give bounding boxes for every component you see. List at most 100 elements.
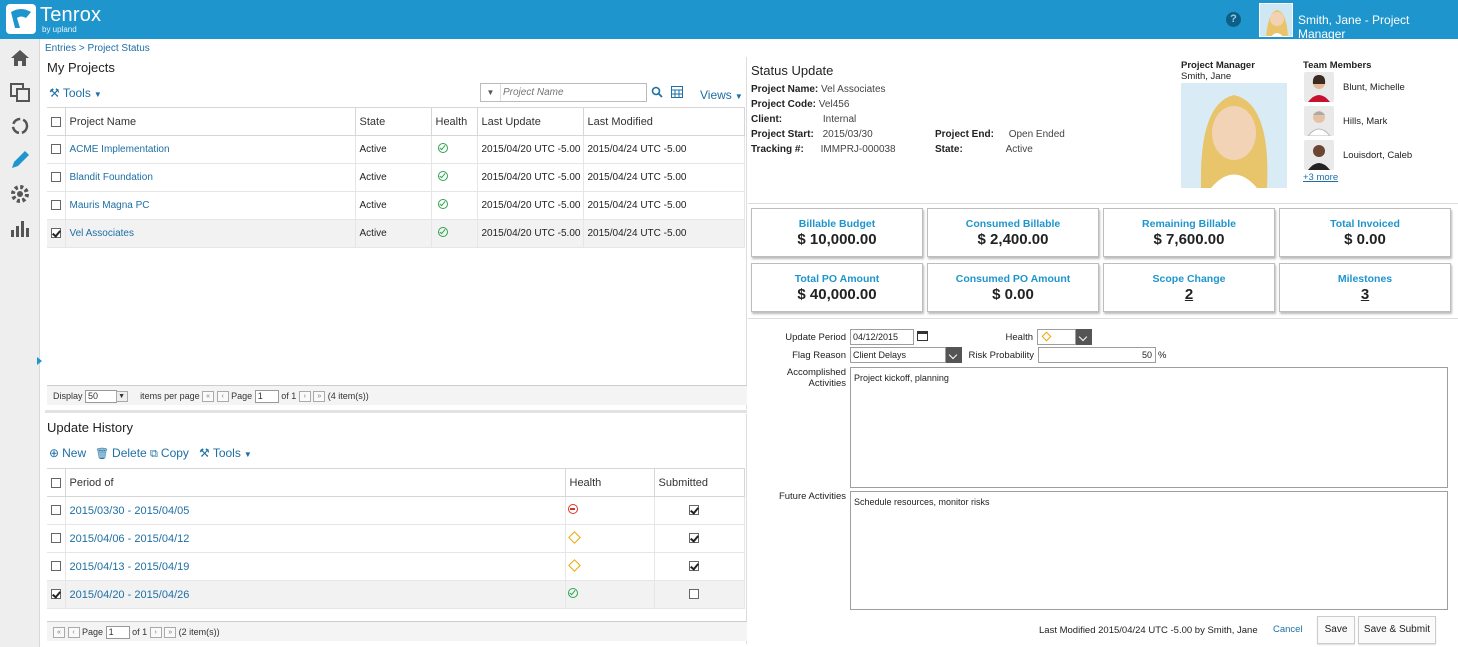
column-header-period-of[interactable]: Period of	[65, 468, 566, 497]
metric-scope-change[interactable]: Scope Change 2	[1103, 263, 1275, 312]
per-page-dropdown-icon[interactable]: ▼	[115, 391, 128, 402]
project-name-search-input[interactable]	[503, 85, 643, 100]
next-page-icon[interactable]: ›	[149, 627, 162, 638]
row-checkbox[interactable]	[51, 172, 61, 183]
table-row[interactable]: 2015/04/06 - 2015/04/12	[47, 524, 745, 553]
column-header-last-update[interactable]: Last Update	[477, 107, 584, 136]
metric-value-link[interactable]: 3	[1360, 286, 1370, 303]
period-link[interactable]: 2015/04/13 - 2015/04/19	[69, 560, 190, 573]
history-tools-menu[interactable]: ⚒ Tools ▼	[199, 446, 252, 460]
row-checkbox-cell[interactable]	[47, 219, 66, 248]
help-icon[interactable]: ?	[1226, 12, 1241, 27]
table-row[interactable]: 2015/04/13 - 2015/04/19	[47, 552, 745, 581]
select-all-checkbox[interactable]	[51, 477, 61, 488]
save-button[interactable]: Save	[1317, 616, 1355, 644]
accomplished-activities-textarea[interactable]: Project kickoff, planning	[850, 367, 1448, 488]
per-page-select[interactable]: 50	[85, 390, 118, 403]
row-checkbox-checked[interactable]	[51, 589, 61, 600]
row-checkbox[interactable]	[51, 505, 61, 516]
column-header-last-modified[interactable]: Last Modified	[583, 107, 745, 136]
risk-probability-input[interactable]: 50	[1038, 347, 1156, 363]
project-link[interactable]: Vel Associates	[69, 228, 134, 239]
calendar-grid-icon[interactable]	[671, 86, 683, 98]
row-checkbox[interactable]	[51, 561, 61, 572]
gear-icon[interactable]	[9, 183, 31, 205]
period-link[interactable]: 2015/03/30 - 2015/04/05	[69, 504, 190, 517]
row-checkbox[interactable]	[51, 200, 61, 211]
more-team-members-link[interactable]: +3 more	[1303, 172, 1339, 183]
prev-page-icon[interactable]: ‹	[216, 391, 229, 402]
table-row[interactable]: 2015/03/30 - 2015/04/05	[47, 496, 745, 525]
column-header-health[interactable]: Health	[431, 107, 478, 136]
health-dropdown-icon[interactable]	[1076, 329, 1092, 345]
first-page-icon[interactable]: «	[53, 627, 65, 638]
metric-value-link[interactable]: 2	[1184, 286, 1194, 303]
row-checkbox-cell[interactable]	[47, 191, 66, 220]
tracking-value: IMMPRJ-000038	[820, 144, 896, 155]
table-row[interactable]: ACME Implementation Active 2015/04/20 UT…	[47, 135, 745, 164]
metric-milestones[interactable]: Milestones 3	[1279, 263, 1451, 312]
bar-chart-icon[interactable]	[9, 217, 31, 239]
flag-reason-dropdown-icon[interactable]	[946, 347, 962, 363]
copy-icon[interactable]	[9, 81, 31, 103]
column-header-state[interactable]: State	[355, 107, 432, 136]
column-header-project-name[interactable]: Project Name	[65, 107, 356, 136]
row-checkbox-cell[interactable]	[47, 580, 66, 609]
update-period-input[interactable]: 04/12/2015	[850, 329, 914, 345]
search-icon[interactable]	[651, 86, 663, 98]
search-filter-dropdown[interactable]: ▼	[481, 84, 501, 101]
row-checkbox-cell[interactable]	[47, 163, 66, 192]
row-checkbox-cell[interactable]	[47, 135, 66, 164]
last-page-icon[interactable]: »	[164, 627, 177, 638]
project-link[interactable]: Blandit Foundation	[69, 172, 153, 183]
select-all-checkbox-cell[interactable]	[47, 107, 66, 136]
table-row-selected[interactable]: 2015/04/20 - 2015/04/26	[47, 580, 745, 609]
home-icon[interactable]	[9, 47, 31, 69]
team-member-name[interactable]: Louisdort, Caleb	[1343, 150, 1413, 161]
health-select[interactable]	[1037, 329, 1076, 345]
prev-page-icon[interactable]: ‹	[67, 627, 80, 638]
last-page-icon[interactable]: »	[313, 391, 326, 402]
future-activities-textarea[interactable]: Schedule resources, monitor risks	[850, 491, 1448, 610]
user-avatar[interactable]	[1259, 3, 1293, 37]
team-member-name[interactable]: Blunt, Michelle	[1343, 82, 1405, 93]
calendar-icon[interactable]	[917, 330, 928, 341]
project-link[interactable]: ACME Implementation	[69, 144, 170, 155]
breadcrumb[interactable]: Entries > Project Status	[45, 43, 150, 54]
first-page-icon[interactable]: «	[202, 391, 215, 402]
page-input[interactable]: 1	[105, 626, 130, 639]
user-menu[interactable]: Smith, Jane - Project Manager	[1298, 13, 1410, 41]
delete-button[interactable]: 🗑 Delete	[95, 446, 147, 460]
row-checkbox-cell[interactable]	[47, 496, 66, 525]
page-input[interactable]: 1	[254, 390, 279, 403]
row-checkbox-cell[interactable]	[47, 552, 66, 581]
save-and-submit-button[interactable]: Save & Submit	[1358, 616, 1436, 644]
sidebar-expand-arrow-icon[interactable]	[37, 357, 42, 365]
views-menu[interactable]: Views ▼	[700, 88, 743, 102]
select-all-checkbox[interactable]	[51, 116, 61, 127]
period-link[interactable]: 2015/04/20 - 2015/04/26	[69, 588, 190, 601]
table-row[interactable]: Mauris Magna PC Active 2015/04/20 UTC -5…	[47, 191, 745, 220]
period-link[interactable]: 2015/04/06 - 2015/04/12	[69, 532, 190, 545]
select-all-checkbox-cell[interactable]	[47, 468, 66, 497]
table-row[interactable]: Blandit Foundation Active 2015/04/20 UTC…	[47, 163, 745, 192]
flag-reason-select[interactable]: Client Delays	[850, 347, 946, 363]
row-checkbox-cell[interactable]	[47, 524, 66, 553]
new-button[interactable]: ⊕ New	[49, 446, 86, 460]
tools-menu[interactable]: ⚒ Tools ▼	[49, 86, 102, 100]
panel-divider[interactable]	[45, 410, 747, 413]
health-warning-icon	[567, 558, 581, 572]
table-row-selected[interactable]: Vel Associates Active 2015/04/20 UTC -5.…	[47, 219, 745, 248]
column-header-health[interactable]: Health	[565, 468, 655, 497]
copy-button[interactable]: ⧉ Copy	[150, 446, 189, 461]
column-header-submitted[interactable]: Submitted	[654, 468, 745, 497]
next-page-icon[interactable]: ›	[298, 391, 311, 402]
cancel-button[interactable]: Cancel	[1273, 624, 1303, 635]
pencil-icon[interactable]	[9, 149, 31, 171]
row-checkbox-checked[interactable]	[51, 228, 61, 239]
row-checkbox[interactable]	[51, 533, 61, 544]
row-checkbox[interactable]	[51, 144, 61, 155]
team-member-name[interactable]: Hills, Mark	[1343, 116, 1388, 127]
refresh-icon[interactable]	[9, 115, 31, 137]
project-link[interactable]: Mauris Magna PC	[69, 200, 150, 211]
